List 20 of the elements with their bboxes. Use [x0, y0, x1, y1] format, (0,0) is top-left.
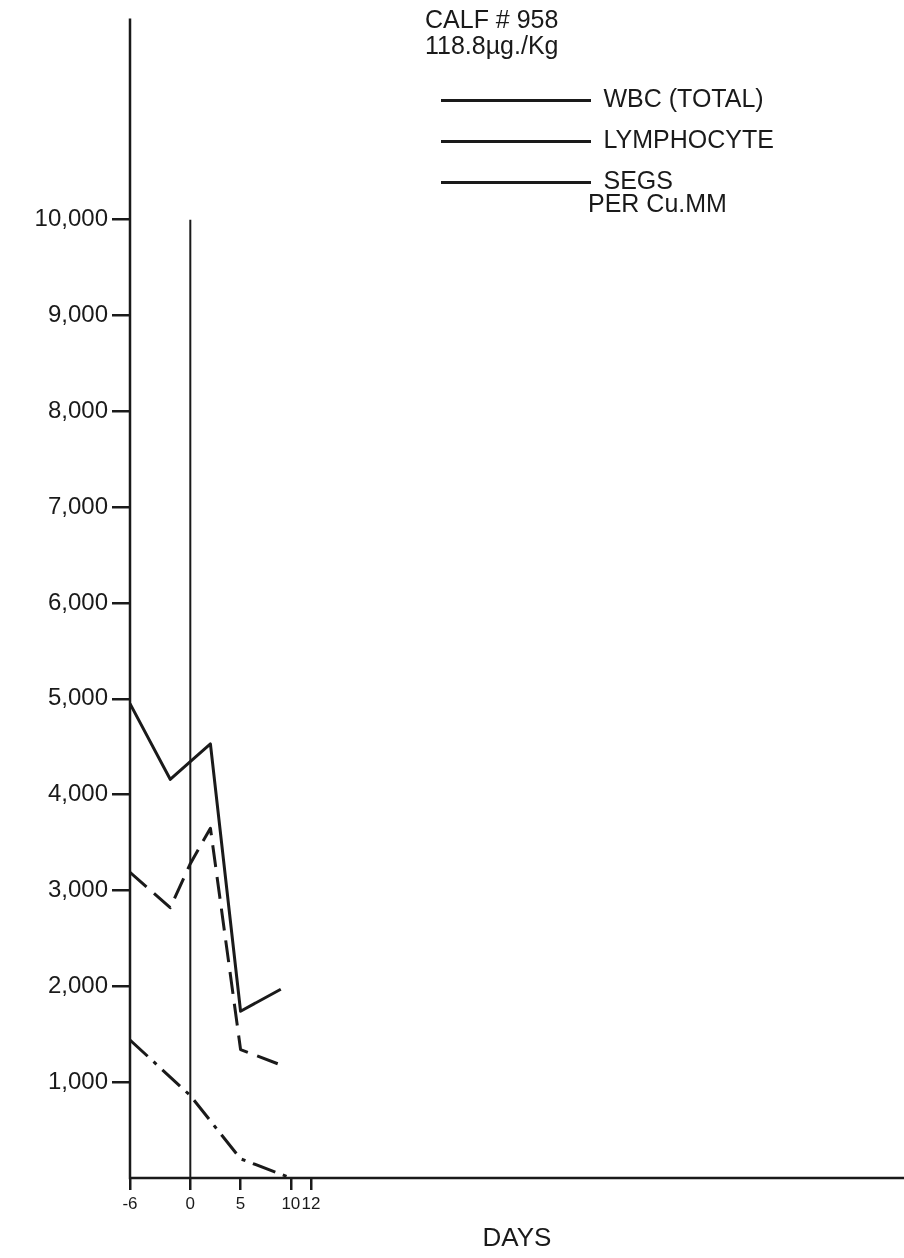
- y-tick-label: 1,000: [47, 1066, 108, 1094]
- text: LYMPHOCYTE: [603, 125, 774, 154]
- y-tick-label: 2,000: [47, 970, 108, 998]
- y-tick-label: 7,000: [47, 491, 108, 519]
- y-tick-label: 9,000: [47, 300, 108, 328]
- y-tick-label: 10,000: [34, 204, 108, 232]
- y-tick-label: 8,000: [47, 395, 108, 423]
- x-tick-label: 0: [185, 1193, 196, 1213]
- x-tick-label: 12: [301, 1193, 321, 1213]
- x-tick-label: 5: [235, 1193, 246, 1213]
- chart-title: CALF # 958: [425, 5, 559, 33]
- text: WBC (TOTAL): [603, 84, 764, 113]
- y-tick-label: 4,000: [47, 779, 108, 807]
- y-tick-label: 5,000: [47, 683, 108, 711]
- x-tick-label: 10: [281, 1193, 301, 1213]
- y-tick-label: 6,000: [47, 587, 108, 615]
- text: 118.8µg./Kg: [425, 31, 559, 59]
- x-tick-label: -6: [122, 1193, 138, 1213]
- x-axis-title: DAYS: [482, 1221, 552, 1252]
- y-tick-label: 3,000: [47, 875, 108, 903]
